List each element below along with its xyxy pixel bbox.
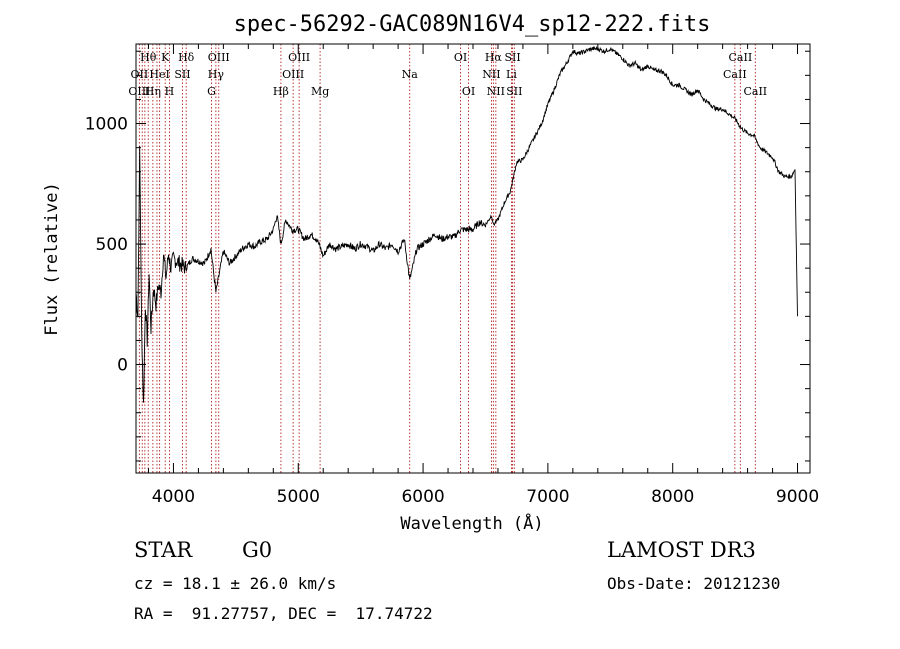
y-tick-label: 500 [96, 235, 128, 255]
spectral-line-label: H [165, 85, 175, 98]
spectral-line-label: SII [506, 85, 522, 98]
redshift-readout: cz = 18.1 ± 26.0 km/s [134, 574, 337, 593]
spectrum-line-spectrum [135, 45, 798, 403]
spectral-line-label: Li [506, 68, 517, 81]
spectral-line-label: NII [482, 68, 500, 81]
spectral-line-label: CaII [723, 68, 747, 81]
spectral-line-label: OI [454, 51, 467, 64]
x-tick-label: 7000 [526, 487, 569, 507]
axes-layer: 4000 5000 6000 7000 8000 9000 0 500 1000 [85, 43, 819, 507]
spectral-line-label: Hβ [273, 85, 289, 98]
x-tick-label: 5000 [277, 487, 320, 507]
x-tick-label: 4000 [152, 487, 195, 507]
coordinates-readout: RA = 91.27757, DEC = 17.74722 [134, 604, 433, 623]
chart-title: spec-56292-GAC089N16V4_sp12-222.fits [234, 12, 711, 37]
spectral-line-label: K [161, 51, 170, 64]
survey-name: LAMOST DR3 [607, 538, 756, 562]
spectral-line-label: OIII [288, 51, 310, 64]
spectral-line-label: NII [487, 85, 505, 98]
object-subclass: G0 [242, 538, 273, 562]
spectral-line-label: Na [402, 68, 419, 81]
spectral-line-label: Hγ [208, 68, 225, 81]
spectral-line-label: OIII [128, 85, 150, 98]
spectral-line-label: Hη [145, 85, 161, 98]
spectral-line-label: Mg [311, 85, 329, 98]
spectral-line-label: CaII [729, 51, 753, 64]
series-layer [135, 45, 798, 403]
spectral-line-label: SII [174, 68, 190, 81]
spectral-line-label: Hθ [140, 51, 157, 64]
x-tick-label: 6000 [401, 487, 444, 507]
x-tick-label: 8000 [651, 487, 694, 507]
y-tick-label: 1000 [85, 115, 128, 135]
x-axis-label: Wavelength (Å) [400, 512, 543, 534]
spectral-line-label: OIII [282, 68, 304, 81]
line-markers-layer [138, 44, 756, 473]
spectral-line-label: OI [462, 85, 475, 98]
y-axis-label: Flux (relative) [42, 182, 62, 336]
plot-frame [135, 43, 811, 474]
spectral-line-label: CaII [743, 85, 767, 98]
x-tick-label: 9000 [776, 487, 819, 507]
spectral-line-label: Hδ [178, 51, 195, 64]
spectral-line-label: OII [131, 68, 149, 81]
object-type: STAR [134, 538, 193, 562]
y-tick-label: 0 [117, 356, 128, 376]
spectral-line-label: Hα [485, 51, 503, 64]
spectral-line-label: SII [504, 51, 520, 64]
observation-date: Obs-Date: 20121230 [607, 574, 781, 593]
spectral-line-label: OIII [208, 51, 230, 64]
spectral-line-label: HeI [149, 68, 169, 81]
spectral-line-label: G [207, 85, 216, 98]
